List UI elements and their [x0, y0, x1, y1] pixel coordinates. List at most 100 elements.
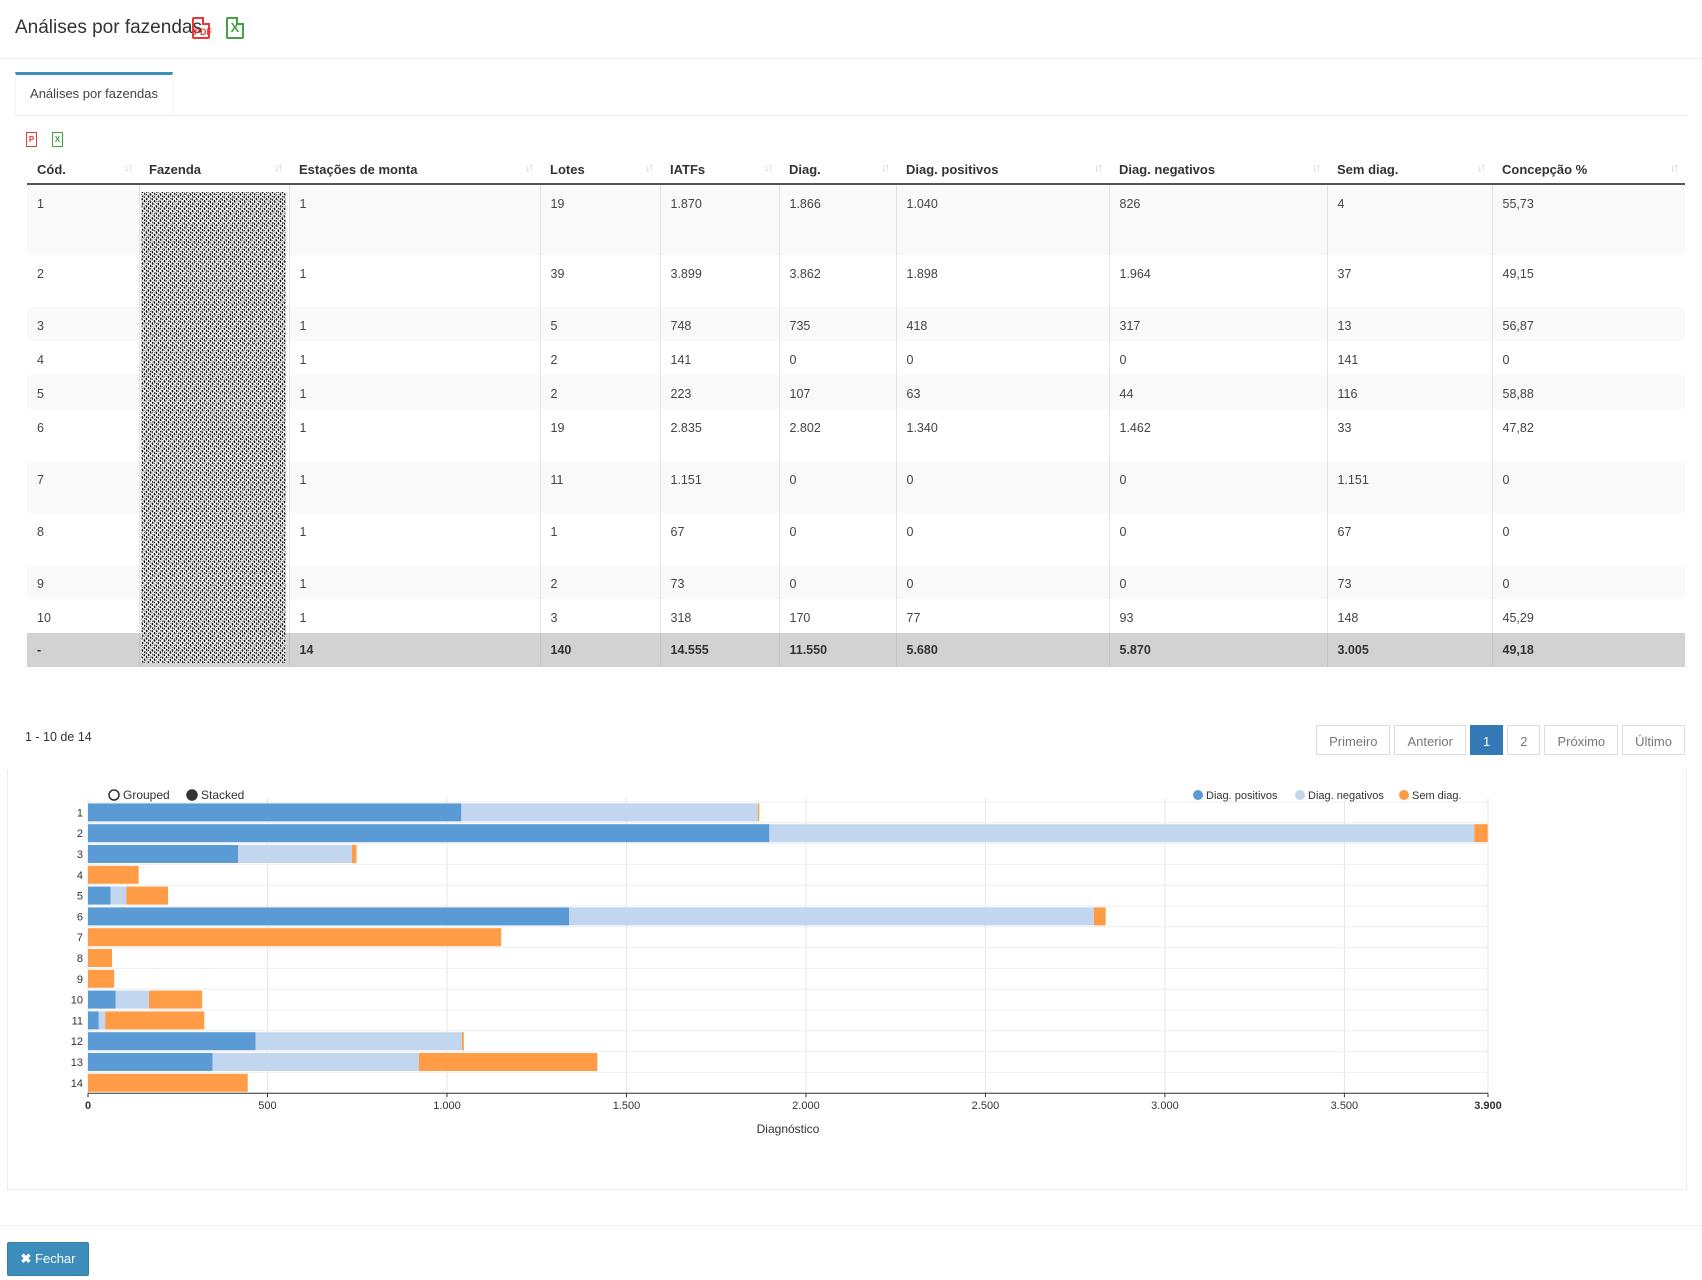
bar-segment[interactable] [88, 907, 570, 926]
column-header[interactable]: IATFs ↓↑ [660, 156, 779, 185]
legend-item[interactable]: Diag. negativos [1295, 790, 1384, 802]
table-cell: 2 [539, 375, 660, 409]
bar-segment[interactable] [88, 886, 111, 905]
table-cell: 4 [37, 353, 44, 367]
bar-segment[interactable] [418, 1053, 598, 1071]
bar-segment[interactable] [462, 1032, 464, 1051]
sort-icon[interactable]: ↓↑ [764, 162, 773, 174]
pagination-button[interactable]: 2 [1507, 725, 1541, 755]
total-cell: 14.555 [659, 633, 779, 667]
table-cell: 148 [1326, 599, 1492, 633]
bar-segment[interactable] [88, 1053, 213, 1071]
bar-segment[interactable] [769, 824, 1475, 843]
bar-segment[interactable] [238, 845, 352, 863]
sort-icon[interactable]: ↓↑ [124, 162, 133, 174]
sort-icon[interactable]: ↓↑ [1094, 162, 1103, 174]
bar-segment[interactable] [105, 1011, 205, 1030]
bar-segment[interactable] [110, 886, 127, 905]
column-header[interactable]: Lotes ↓↑ [540, 156, 660, 185]
column-header[interactable]: Diag. ↓↑ [779, 156, 896, 185]
column-header[interactable]: Fazenda ↓↑ [139, 156, 289, 185]
bar-segment[interactable] [255, 1032, 463, 1051]
toggle-stacked[interactable]: Stacked [186, 788, 244, 802]
sort-icon[interactable]: ↓↑ [881, 162, 890, 174]
table-cell: 6 [37, 421, 44, 435]
pagination-button[interactable]: Próximo [1544, 725, 1619, 755]
bar-segment[interactable] [351, 845, 357, 863]
bar-segment[interactable] [88, 1032, 256, 1051]
total-cell: - [27, 633, 139, 667]
bar-segment[interactable] [88, 949, 113, 967]
sort-icon[interactable]: ↓↑ [274, 162, 283, 174]
pagination-button[interactable]: 1 [1470, 725, 1504, 755]
total-cell: 11.550 [778, 633, 896, 667]
bar-segment[interactable] [1474, 824, 1488, 843]
bar-segment[interactable] [88, 845, 239, 863]
column-header[interactable]: Estações de monta ↓↑ [289, 156, 540, 185]
table-cell: 0 [1108, 513, 1327, 565]
close-button[interactable]: ✖ Fechar [7, 1242, 89, 1276]
pagination-button[interactable]: Último [1622, 725, 1685, 755]
pagination-button[interactable]: Anterior [1394, 725, 1466, 755]
table-cell: 1.866 [778, 184, 896, 255]
sort-icon[interactable]: ↓↑ [1477, 162, 1486, 174]
bar-segment[interactable] [88, 1073, 248, 1092]
category-label: 13 [71, 1057, 83, 1069]
bar-segment[interactable] [569, 907, 1094, 926]
table-cell: 1 [288, 565, 540, 599]
column-header[interactable]: Concepção % ↓↑ [1492, 156, 1685, 185]
pagination-button[interactable]: Primeiro [1316, 725, 1391, 755]
category-label: 6 [77, 911, 83, 923]
table-cell: 3 [27, 307, 139, 341]
table-cell: 0 [1108, 565, 1327, 599]
column-header[interactable]: Diag. positivos ↓↑ [896, 156, 1109, 185]
table-cell: 10 [37, 611, 51, 625]
table-cell: 2 [539, 565, 660, 599]
table-cell: 8 [37, 525, 44, 539]
bar-segment[interactable] [88, 865, 139, 884]
footer-divider [0, 1225, 1702, 1226]
pdf-export-icon[interactable]: PDF [192, 17, 212, 39]
bar-segment[interactable] [98, 1011, 106, 1030]
bar-segment[interactable] [1093, 907, 1106, 926]
bar-segment[interactable] [461, 803, 758, 822]
table-cell: 3.862 [778, 255, 896, 307]
bar-segment[interactable] [88, 1011, 99, 1030]
bar-segment[interactable] [88, 803, 462, 822]
table-cell: 1 [288, 184, 540, 255]
sort-icon[interactable]: ↓↑ [645, 162, 654, 174]
bar-segment[interactable] [115, 990, 150, 1009]
radio-grouped-icon[interactable] [108, 789, 120, 801]
x-tick-label: 3.000 [1151, 1100, 1179, 1112]
tab-analises-por-fazendas[interactable]: Análises por fazendas [15, 72, 173, 115]
table-cell: 1.870 [659, 184, 779, 255]
column-header-label: Fazenda [149, 162, 202, 177]
category-label: 2 [77, 828, 83, 840]
bar-segment[interactable] [88, 824, 770, 843]
table-cell: 1 [288, 255, 540, 307]
sort-icon[interactable]: ↓↑ [525, 162, 534, 174]
excel-export-icon[interactable]: X [226, 17, 244, 39]
legend-item[interactable]: Diag. positivos [1193, 790, 1278, 802]
column-header[interactable]: Sem diag. ↓↑ [1327, 156, 1492, 185]
sort-icon[interactable]: ↓↑ [1312, 162, 1321, 174]
table-cell: 67 [659, 513, 779, 565]
legend-item[interactable]: Sem diag. [1399, 790, 1462, 802]
bar-segment[interactable] [88, 928, 502, 947]
excel-small-icon[interactable]: X [52, 132, 63, 147]
bar-segment[interactable] [212, 1053, 419, 1071]
column-header[interactable]: Diag. negativos ↓↑ [1109, 156, 1327, 185]
table-cell: 141 [659, 341, 779, 375]
chart-legend: Diag. positivos Diag. negativos Sem diag. [1193, 790, 1462, 802]
toggle-grouped[interactable]: Grouped [108, 788, 170, 802]
bar-segment[interactable] [88, 990, 116, 1009]
pdf-small-icon[interactable]: P [26, 132, 37, 147]
bar-segment[interactable] [757, 803, 760, 822]
bar-segment[interactable] [149, 990, 203, 1009]
table-row[interactable]: 2 1 39 3.899 3.862 1.898 1.964 37 49,15 [27, 255, 1685, 307]
bar-segment[interactable] [88, 969, 115, 988]
bar-segment[interactable] [126, 886, 169, 905]
radio-stacked-icon[interactable] [186, 789, 198, 801]
sort-icon[interactable]: ↓↑ [1670, 162, 1679, 174]
column-header[interactable]: Cód. ↓↑ [27, 156, 139, 185]
